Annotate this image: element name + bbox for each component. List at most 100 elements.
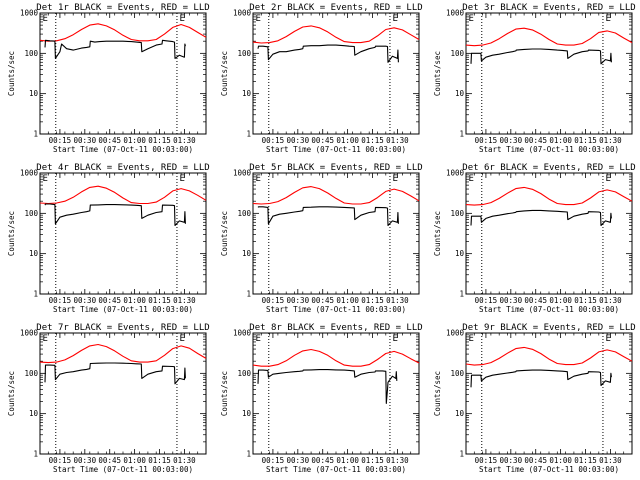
y-tick-label: 1: [33, 290, 38, 299]
flag-label: E: [179, 174, 184, 184]
series-events-line: [257, 44, 399, 63]
x-tick-label: 00:30: [500, 456, 523, 465]
x-tick-label: 00:30: [287, 136, 310, 145]
x-tick-label: 00:15: [475, 296, 498, 305]
flag-label: E: [255, 334, 260, 344]
panel-title: Det 1r BLACK = Events, RED = LLD: [36, 3, 209, 13]
plot-frame: [252, 172, 420, 295]
y-tick-label: 1000: [446, 329, 465, 338]
flag-label: E: [255, 14, 260, 24]
y-tick-label: 1: [33, 130, 38, 139]
flag-label: E: [468, 174, 473, 184]
x-tick-label: 00:15: [475, 136, 498, 145]
x-tick-label: 00:15: [49, 136, 72, 145]
y-tick-label: 1000: [20, 9, 39, 18]
x-tick-label: 01:30: [386, 296, 409, 305]
y-tick-label: 100: [24, 209, 38, 218]
y-tick-label: 10: [29, 89, 39, 98]
y-tick-label: 10: [455, 249, 465, 258]
panel-title: Det 5r BLACK = Events, RED = LLD: [249, 163, 422, 173]
x-tick-label: 00:45: [98, 456, 121, 465]
x-tick-label: 00:15: [49, 456, 72, 465]
x-tick-label: 01:30: [386, 136, 409, 145]
x-tick-label: 01:00: [549, 296, 572, 305]
x-tick-label: 01:00: [336, 296, 359, 305]
series-events-line: [44, 203, 186, 227]
series-lld-line: [252, 348, 420, 367]
x-tick-label: 00:30: [500, 136, 523, 145]
y-axis-label: Counts/sec: [433, 371, 442, 416]
plot-frame: [465, 332, 633, 455]
flag-label: E: [605, 14, 610, 24]
y-tick-label: 10: [455, 89, 465, 98]
panel-8: Det 8r BLACK = Events, RED = LLD 1 10 100 10…: [220, 323, 423, 474]
flag-label: E: [392, 174, 397, 184]
flag-label: E: [605, 174, 610, 184]
x-tick-label: 01:00: [336, 456, 359, 465]
panel-6: Det 6r BLACK = Events, RED = LLD 1 10 100 10…: [433, 163, 636, 314]
series-lld-line: [465, 27, 633, 47]
x-axis-label: Start Time (07-Oct-11 00:03:00): [266, 465, 406, 474]
x-tick-label: 00:45: [311, 456, 334, 465]
x-tick-label: 00:30: [287, 456, 310, 465]
series-events-line: [257, 369, 398, 404]
y-tick-label: 1000: [233, 329, 252, 338]
flag-label: E: [42, 174, 47, 184]
flag-label: E: [392, 14, 397, 24]
series-lld-line: [39, 185, 207, 205]
plot-frame: [252, 12, 420, 135]
x-tick-label: 00:45: [311, 136, 334, 145]
x-tick-label: 00:45: [98, 296, 121, 305]
x-tick-label: 01:30: [599, 296, 622, 305]
panel-3: Det 3r BLACK = Events, RED = LLD 1 10 100 10…: [433, 3, 636, 154]
panel-title: Det 2r BLACK = Events, RED = LLD: [249, 3, 422, 13]
panel-7: Det 7r BLACK = Events, RED = LLD 1 10 100 10…: [7, 323, 210, 474]
series-events-line: [257, 206, 399, 227]
y-tick-label: 1000: [233, 169, 252, 178]
y-tick-label: 10: [29, 409, 39, 418]
y-tick-label: 100: [24, 49, 38, 58]
flag-label: E: [392, 334, 397, 344]
y-axis-label: Counts/sec: [433, 51, 442, 96]
y-axis-label: Counts/sec: [7, 211, 16, 256]
series-lld-line: [39, 343, 207, 364]
y-tick-label: 100: [237, 369, 251, 378]
y-tick-label: 10: [242, 89, 252, 98]
flag-label: E: [605, 334, 610, 344]
series-lld-line: [465, 186, 633, 206]
panel-2: Det 2r BLACK = Events, RED = LLD 1 10 100 10…: [220, 3, 423, 154]
flag-label: E: [468, 14, 473, 24]
x-tick-label: 00:30: [74, 136, 97, 145]
x-tick-label: 01:15: [361, 296, 384, 305]
x-tick-label: 01:15: [148, 296, 171, 305]
y-tick-label: 10: [455, 409, 465, 418]
y-tick-label: 100: [450, 209, 464, 218]
x-tick-label: 00:15: [262, 296, 285, 305]
panel-9: Det 9r BLACK = Events, RED = LLD 1 10 100 10…: [433, 323, 636, 474]
series-events-line: [44, 362, 186, 385]
y-axis-label: Counts/sec: [220, 51, 229, 96]
x-axis-label: Start Time (07-Oct-11 00:03:00): [479, 145, 619, 154]
y-tick-label: 1: [459, 450, 464, 459]
plot-frame: [465, 172, 633, 295]
x-tick-label: 01:30: [173, 296, 196, 305]
y-tick-label: 1: [459, 130, 464, 139]
flag-label: E: [179, 14, 184, 24]
y-tick-label: 100: [237, 209, 251, 218]
y-tick-label: 100: [450, 369, 464, 378]
series-lld-line: [39, 23, 207, 42]
x-tick-label: 01:00: [123, 456, 146, 465]
y-tick-label: 10: [242, 249, 252, 258]
y-tick-label: 100: [237, 49, 251, 58]
x-tick-label: 01:30: [173, 456, 196, 465]
panel-5: Det 5r BLACK = Events, RED = LLD 1 10 100 10…: [220, 163, 423, 314]
x-tick-label: 01:15: [574, 296, 597, 305]
x-tick-label: 01:15: [361, 136, 384, 145]
x-tick-label: 01:15: [574, 136, 597, 145]
y-tick-label: 1000: [233, 9, 252, 18]
x-tick-label: 01:00: [549, 136, 572, 145]
panel-title: Det 7r BLACK = Events, RED = LLD: [36, 323, 209, 333]
flag-label: E: [255, 174, 260, 184]
x-tick-label: 01:30: [173, 136, 196, 145]
